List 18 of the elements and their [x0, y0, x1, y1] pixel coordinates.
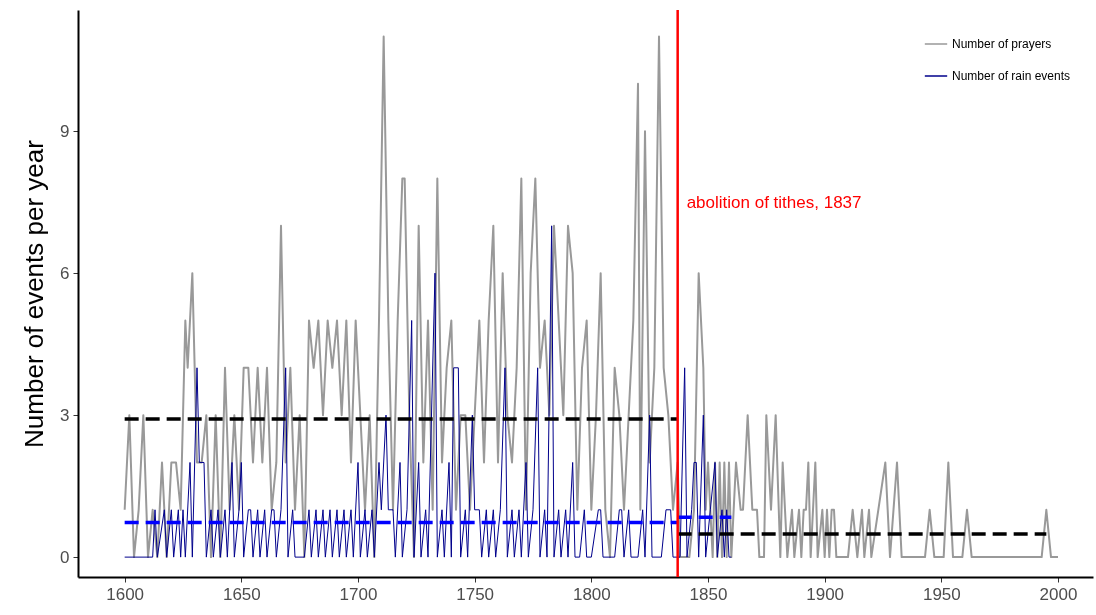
x-tick-label: 2000 [1039, 584, 1078, 604]
x-tick-label: 1600 [106, 584, 145, 604]
y-axis-title: Number of events per year [19, 139, 50, 448]
x-tick-label: 1750 [456, 584, 495, 604]
y-tick-label: 9 [60, 121, 70, 141]
legend-label: Number of prayers [952, 37, 1052, 51]
y-tick-label: 6 [60, 263, 70, 283]
x-tick-label: 1700 [339, 584, 378, 604]
y-tick-label: 0 [60, 547, 70, 567]
x-tick-label: 1900 [806, 584, 845, 604]
line-series [124, 225, 732, 558]
x-tick-label: 1850 [689, 584, 728, 604]
x-tick-label: 1650 [222, 584, 261, 604]
y-tick-label: 3 [60, 405, 70, 425]
x-tick-label: 1950 [922, 584, 961, 604]
legend-label: Number of rain events [952, 69, 1071, 83]
x-tick-label: 1800 [572, 584, 611, 604]
ref-line-label: abolition of tithes, 1837 [686, 193, 862, 212]
